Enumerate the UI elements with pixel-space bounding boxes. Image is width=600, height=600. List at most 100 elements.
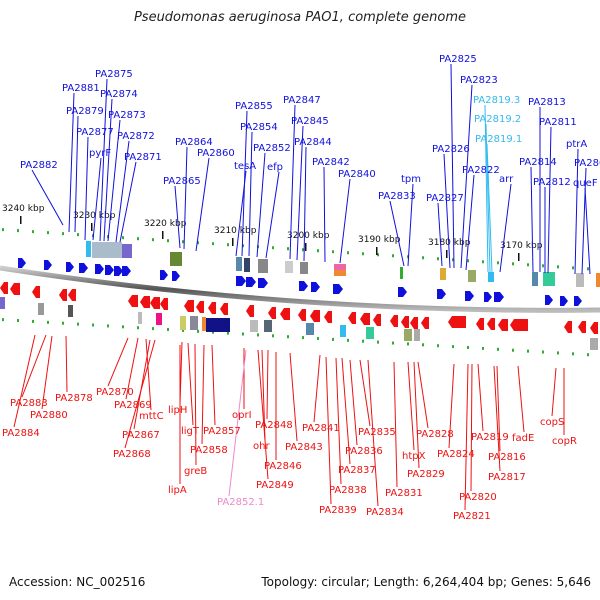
feature-block <box>86 241 91 257</box>
reverse-gene-arrow <box>140 296 150 308</box>
ruler-dot <box>302 248 304 252</box>
ruler-dot <box>407 342 409 346</box>
genome-backbone <box>0 265 600 313</box>
reverse-gene-arrow <box>246 305 254 317</box>
reverse-gene-arrow <box>510 319 528 331</box>
reverse-gene-label: PA2829 <box>407 469 445 480</box>
ruler-dot <box>17 229 19 233</box>
feature-block <box>340 325 346 337</box>
ruler-dot <box>242 332 244 336</box>
leader-line <box>289 352 298 442</box>
ruler-dot <box>527 349 529 353</box>
forward-gene-label: PA2823 <box>460 75 498 86</box>
forward-gene-label: tpm <box>401 174 421 185</box>
ruler-dot <box>572 352 574 356</box>
reverse-gene-label: PA2817 <box>488 472 526 483</box>
ruler-dot <box>167 328 169 332</box>
forward-gene-label: PA2819.1 <box>475 134 522 145</box>
ruler-dot <box>512 348 514 352</box>
ruler-dot <box>587 353 589 357</box>
leader-line <box>228 349 247 497</box>
feature-block <box>202 317 206 331</box>
forward-gene-label: PA2827 <box>426 193 464 204</box>
forward-gene-label: arr <box>499 174 514 185</box>
leader-line <box>335 357 342 485</box>
ruler-dot <box>512 262 514 266</box>
tick-label: 3220 kbp <box>144 219 187 229</box>
forward-gene-label: PA2877 <box>76 127 114 138</box>
leader-line <box>145 338 152 411</box>
forward-gene-label: tesA <box>234 161 256 172</box>
topology-text: Topology: circular; Length: 6,264,404 bp… <box>261 575 591 589</box>
leader-line <box>359 359 371 427</box>
accession-text: Accession: NC_002516 <box>9 575 146 589</box>
coordinate-ruler-bottom <box>2 318 589 357</box>
forward-gene-label: pyrF <box>89 148 111 159</box>
tick-label: 3210 kbp <box>214 226 257 236</box>
forward-gene-label: PA2826 <box>432 144 470 155</box>
reverse-gene-label: PA2857 <box>203 426 241 437</box>
reverse-gene-label: PA2828 <box>416 429 454 440</box>
reverse-gene-arrow <box>128 295 138 307</box>
ruler-dot <box>137 326 139 330</box>
leader-line <box>201 344 205 445</box>
leader-line <box>133 339 151 430</box>
leader-line <box>484 104 489 273</box>
ruler-dot <box>422 343 424 347</box>
ruler-dot <box>497 347 499 351</box>
ruler-dot <box>272 246 274 250</box>
reverse-gene-arrow <box>324 311 332 323</box>
ruler-dot <box>182 328 184 332</box>
leader-line <box>194 343 197 466</box>
leader-line <box>65 335 68 393</box>
forward-gene-arrow <box>545 295 553 305</box>
forward-gene-label: PA2814 <box>519 157 557 168</box>
leader-line <box>389 200 405 267</box>
ruler-dot <box>527 263 529 267</box>
feature-block <box>236 257 242 271</box>
ruler-dot <box>392 254 394 258</box>
reverse-gene-label: lipH <box>168 405 187 416</box>
reverse-gene-label: greB <box>184 466 207 477</box>
tick-label: 3240 kbp <box>2 204 45 214</box>
leader-line <box>486 143 493 273</box>
leader-line <box>303 146 307 262</box>
ruler-dot <box>227 331 229 335</box>
leader-line <box>195 157 210 252</box>
ruler-dot <box>437 257 439 261</box>
leader-line <box>31 169 64 226</box>
feature-block <box>543 272 555 286</box>
leader-line <box>448 363 455 449</box>
forward-gene-arrow <box>122 266 131 276</box>
feature-block <box>590 338 598 350</box>
ruler-dot <box>32 319 34 323</box>
feature-block <box>306 323 314 335</box>
leader-line <box>437 202 443 267</box>
reverse-gene-label: PA2839 <box>319 505 357 516</box>
ruler-dot <box>392 341 394 345</box>
reverse-gene-label: PA2819 <box>471 432 509 443</box>
reverse-gene-arrow <box>0 282 8 294</box>
ruler-dot <box>272 334 274 338</box>
ruler-dot <box>347 251 349 255</box>
forward-gene-label: PA2819.3 <box>473 95 520 106</box>
reverse-gene-arrow <box>401 316 409 328</box>
leader-line <box>393 361 398 488</box>
feature-block <box>170 252 182 266</box>
forward-gene-arrow <box>114 266 123 276</box>
tick-mark <box>446 250 448 258</box>
reverse-gene-label: copR <box>552 436 577 447</box>
label-leader-lines <box>13 63 591 511</box>
reverse-gene-label: PA2838 <box>329 485 367 496</box>
forward-gene-label: ptrA <box>566 139 587 150</box>
reverse-gene-label: mttC <box>139 411 164 422</box>
ruler-dot <box>2 318 4 322</box>
tick-mark <box>20 216 22 224</box>
tick-mark <box>518 253 520 261</box>
leader-line <box>289 104 296 260</box>
kbp-tick-labels: 3240 kbp 3230 kbp 3220 kbp 3210 kbp 3200 kbp… <box>2 204 543 261</box>
reverse-gene-arrow <box>390 315 398 327</box>
reverse-gene-arrow <box>268 307 276 319</box>
reverse-gene-label: PA2848 <box>255 420 293 431</box>
reverse-gene-arrow <box>410 317 418 329</box>
